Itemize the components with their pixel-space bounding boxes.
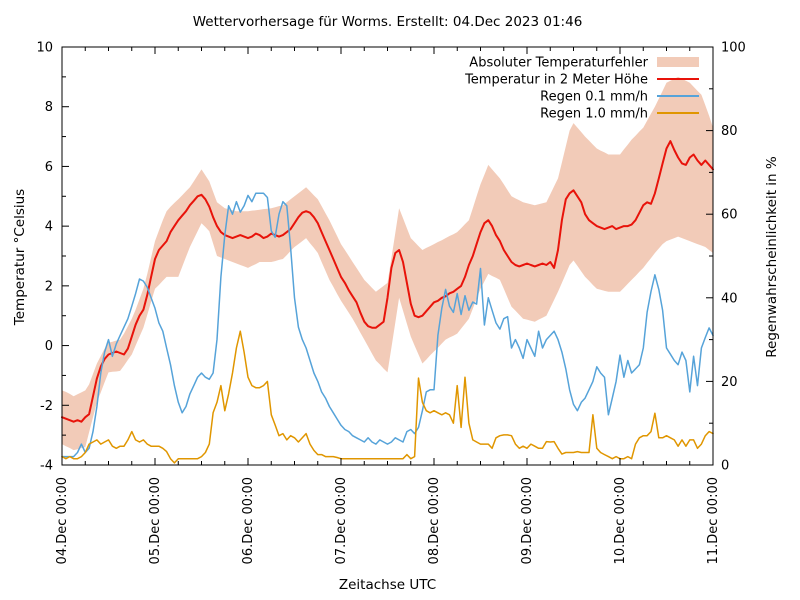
legend-swatch-band	[657, 57, 699, 67]
x-tick-label: 07.Dec 00:00	[334, 477, 349, 564]
x-tick-label: 04.Dec 00:00	[55, 477, 70, 564]
y-right-tick-label: 100	[721, 41, 746, 56]
y-left-tick-label: 4	[45, 220, 53, 235]
legend-label: Regen 1.0 mm/h	[540, 107, 648, 122]
x-tick-label: 06.Dec 00:00	[241, 477, 256, 564]
y-left-tick-label: 8	[45, 100, 53, 115]
temperature-line	[61, 140, 714, 423]
y-left-tick-label: 0	[45, 339, 53, 354]
legend-label: Temperatur in 2 Meter Höhe	[464, 73, 648, 88]
y-right-tick-label: 40	[721, 291, 738, 306]
x-tick-label: 10.Dec 00:00	[613, 477, 628, 564]
chart-title: Wettervorhersage für Worms. Erstellt: 04…	[192, 14, 583, 30]
x-tick-label: 05.Dec 00:00	[148, 477, 163, 564]
legend-label: Regen 0.1 mm/h	[540, 90, 648, 105]
temperature-error-band	[62, 76, 713, 451]
legend-label: Absoluter Temperaturfehler	[469, 56, 648, 71]
y-left-tick-label: -2	[40, 399, 53, 414]
x-axis-label: Zeitachse UTC	[338, 577, 437, 593]
y-right-tick-label: 60	[721, 208, 738, 223]
rain-01-line	[61, 192, 714, 458]
x-tick-label: 11.Dec 00:00	[706, 477, 721, 564]
y-right-tick-label: 20	[721, 375, 738, 390]
y-right-tick-label: 0	[721, 459, 729, 474]
x-tick-label: 09.Dec 00:00	[520, 477, 535, 564]
y-left-tick-label: 10	[36, 41, 53, 56]
rain-10-line	[61, 330, 714, 464]
y-right-tick-label: 80	[721, 124, 738, 139]
y-left-tick-label: 2	[45, 279, 53, 294]
x-tick-label: 08.Dec 00:00	[427, 477, 442, 564]
y-left-tick-label: 6	[45, 160, 53, 175]
y-left-tick-label: -4	[40, 459, 53, 474]
